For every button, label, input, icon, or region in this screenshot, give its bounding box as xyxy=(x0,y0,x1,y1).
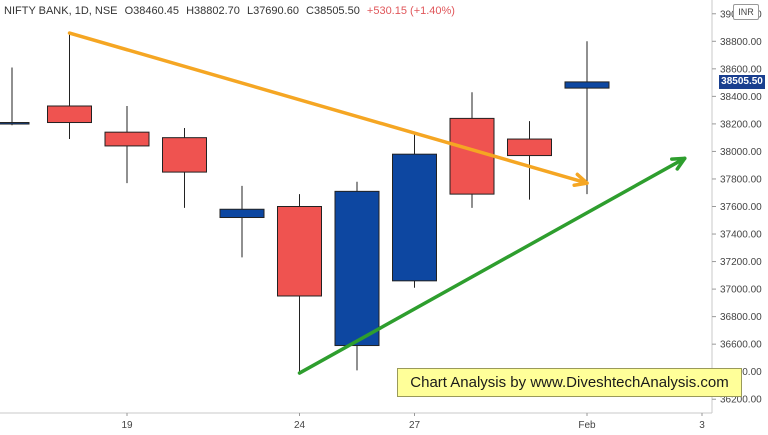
y-tick-label: 36600.00 xyxy=(720,340,762,351)
y-tick-label: 37200.00 xyxy=(720,257,762,268)
resistance-trendline xyxy=(67,31,589,185)
y-tick-label: 38600.00 xyxy=(720,64,762,75)
resistance-trendline-arrowhead xyxy=(572,172,589,188)
candle-body-down xyxy=(507,138,552,157)
low-value: L37690.60 xyxy=(246,5,299,17)
y-tick-label: 37400.00 xyxy=(720,230,762,241)
currency-badge[interactable]: INR xyxy=(733,4,759,20)
candle-body-down xyxy=(104,131,150,147)
x-tick-label: 24 xyxy=(294,420,306,431)
x-tick-label: Feb xyxy=(578,420,596,431)
x-tick-label: 27 xyxy=(409,420,421,431)
high-value: H38802.70 xyxy=(186,5,240,17)
candle-body-up xyxy=(219,208,265,219)
candle-body-up xyxy=(334,190,380,347)
candle-body-up xyxy=(564,81,610,89)
y-tick-label: 38800.00 xyxy=(720,37,762,48)
y-tick-label: 37000.00 xyxy=(720,285,762,296)
y-tick-label: 37600.00 xyxy=(720,202,762,213)
candle-body-down xyxy=(277,206,322,297)
y-tick-label: 38200.00 xyxy=(720,119,762,130)
open-value: O38460.45 xyxy=(124,5,179,17)
candle-body-down xyxy=(162,137,207,173)
candle-body-up xyxy=(392,153,437,282)
y-tick-label: 38400.00 xyxy=(720,92,762,103)
x-tick-label: 3 xyxy=(699,420,705,431)
candle-body-down xyxy=(449,117,495,195)
y-tick-label: 36800.00 xyxy=(720,312,762,323)
candle-body-down xyxy=(47,105,92,124)
last-price-tag: 38505.50 xyxy=(719,74,765,89)
change-value: +530.15 (+1.40%) xyxy=(366,5,455,17)
support-trendline-arrowhead xyxy=(670,156,687,171)
watermark-banner: Chart Analysis by www.DiveshtechAnalysis… xyxy=(397,368,742,397)
support-trendline xyxy=(297,156,687,375)
x-tick-label: 17 xyxy=(0,420,1,431)
close-value: C38505.50 xyxy=(306,5,360,17)
y-tick-label: 37800.00 xyxy=(720,174,762,185)
ohlc-header: NIFTY BANK, 1D, NSE O38460.45 H38802.70 … xyxy=(4,5,459,17)
x-tick-label: 19 xyxy=(121,420,133,431)
symbol-label: NIFTY BANK, 1D, NSE xyxy=(4,5,118,17)
y-tick-label: 38000.00 xyxy=(720,147,762,158)
y-tick-label: 36200.00 xyxy=(720,395,762,406)
candle-body-up xyxy=(0,122,30,125)
